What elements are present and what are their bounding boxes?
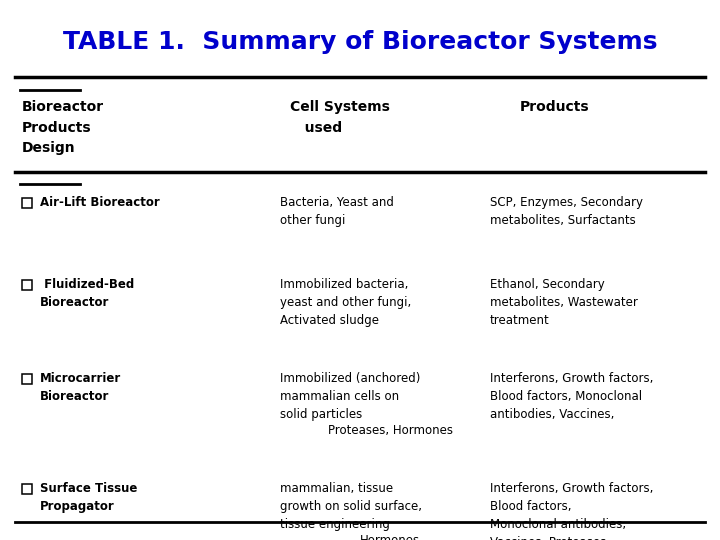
Text: Surface Tissue
Propagator: Surface Tissue Propagator <box>40 482 138 513</box>
Bar <box>22 484 32 494</box>
Text: Proteases, Hormones: Proteases, Hormones <box>328 424 452 437</box>
Text: Interferons, Growth factors,
Blood factors, Monoclonal
antibodies, Vaccines,: Interferons, Growth factors, Blood facto… <box>490 372 653 421</box>
Text: Interferons, Growth factors,
Blood factors,
Monoclonal antibodies,
Vaccines, Pro: Interferons, Growth factors, Blood facto… <box>490 482 653 540</box>
Text: TABLE 1.  Summary of Bioreactor Systems: TABLE 1. Summary of Bioreactor Systems <box>63 30 657 54</box>
Text: mammalian, tissue
growth on solid surface,
tissue engineering: mammalian, tissue growth on solid surfac… <box>280 482 422 531</box>
Bar <box>22 374 32 384</box>
Text: Fluidized-Bed
Bioreactor: Fluidized-Bed Bioreactor <box>40 278 134 309</box>
Text: Immobilized (anchored)
mammalian cells on
solid particles: Immobilized (anchored) mammalian cells o… <box>280 372 420 421</box>
Text: Immobilized bacteria,
yeast and other fungi,
Activated sludge: Immobilized bacteria, yeast and other fu… <box>280 278 411 327</box>
Text: Products: Products <box>520 100 590 114</box>
Text: Hormones: Hormones <box>360 534 420 540</box>
Text: Ethanol, Secondary
metabolites, Wastewater
treatment: Ethanol, Secondary metabolites, Wastewat… <box>490 278 638 327</box>
Text: Cell Systems
   used: Cell Systems used <box>290 100 390 134</box>
Text: Microcarrier
Bioreactor: Microcarrier Bioreactor <box>40 372 121 403</box>
Text: Air-Lift Bioreactor: Air-Lift Bioreactor <box>40 196 160 209</box>
Text: SCP, Enzymes, Secondary
metabolites, Surfactants: SCP, Enzymes, Secondary metabolites, Sur… <box>490 196 643 227</box>
Text: Bioreactor
Products
Design: Bioreactor Products Design <box>22 100 104 155</box>
Text: Bacteria, Yeast and
other fungi: Bacteria, Yeast and other fungi <box>280 196 394 227</box>
Bar <box>22 280 32 290</box>
Bar <box>22 198 32 208</box>
